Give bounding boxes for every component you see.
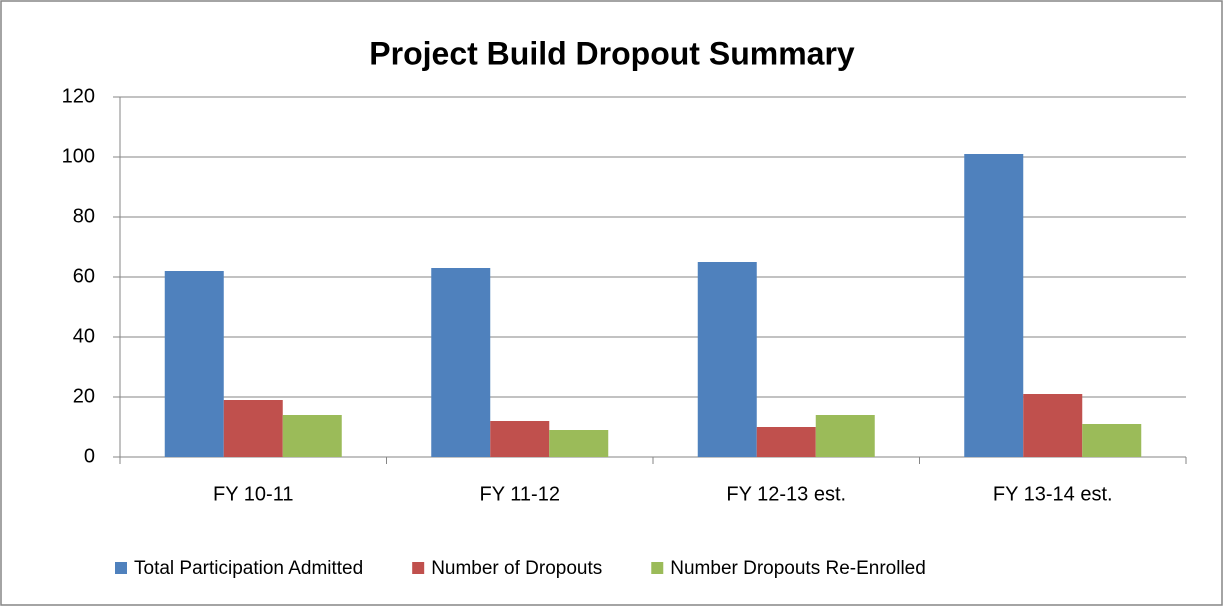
bar (1023, 394, 1083, 457)
y-tick-label: 60 (73, 265, 95, 287)
bar (756, 427, 816, 457)
bar (431, 268, 491, 457)
legend-label: Number of Dropouts (431, 558, 602, 579)
y-tick-label: 100 (62, 145, 95, 167)
legend-swatch (412, 562, 425, 574)
chart-title: Project Build Dropout Summary (369, 35, 855, 71)
legend-label: Number Dropouts Re-Enrolled (670, 558, 926, 579)
y-tick-label: 80 (73, 205, 95, 227)
legend-swatch (115, 562, 127, 574)
x-tick-label: FY 13-14 est. (993, 483, 1113, 505)
bar (282, 415, 342, 457)
bar (549, 430, 609, 457)
x-tick-label: FY 11-12 (480, 483, 560, 505)
y-tick-label: 40 (73, 325, 95, 347)
legend-swatch (651, 562, 664, 574)
bar (1082, 424, 1142, 457)
x-tick-label: FY 12-13 est. (726, 483, 846, 505)
y-tick-label: 20 (73, 385, 95, 407)
bar (697, 262, 757, 457)
bar (490, 421, 550, 457)
bar (164, 271, 224, 457)
bar (815, 415, 875, 457)
legend-label: Total Participation Admitted (134, 558, 363, 579)
x-tick-label: FY 10-11 (213, 483, 293, 505)
bar (223, 400, 283, 457)
y-tick-label: 0 (84, 445, 95, 467)
y-tick-label: 120 (62, 85, 95, 107)
bar (964, 154, 1024, 457)
